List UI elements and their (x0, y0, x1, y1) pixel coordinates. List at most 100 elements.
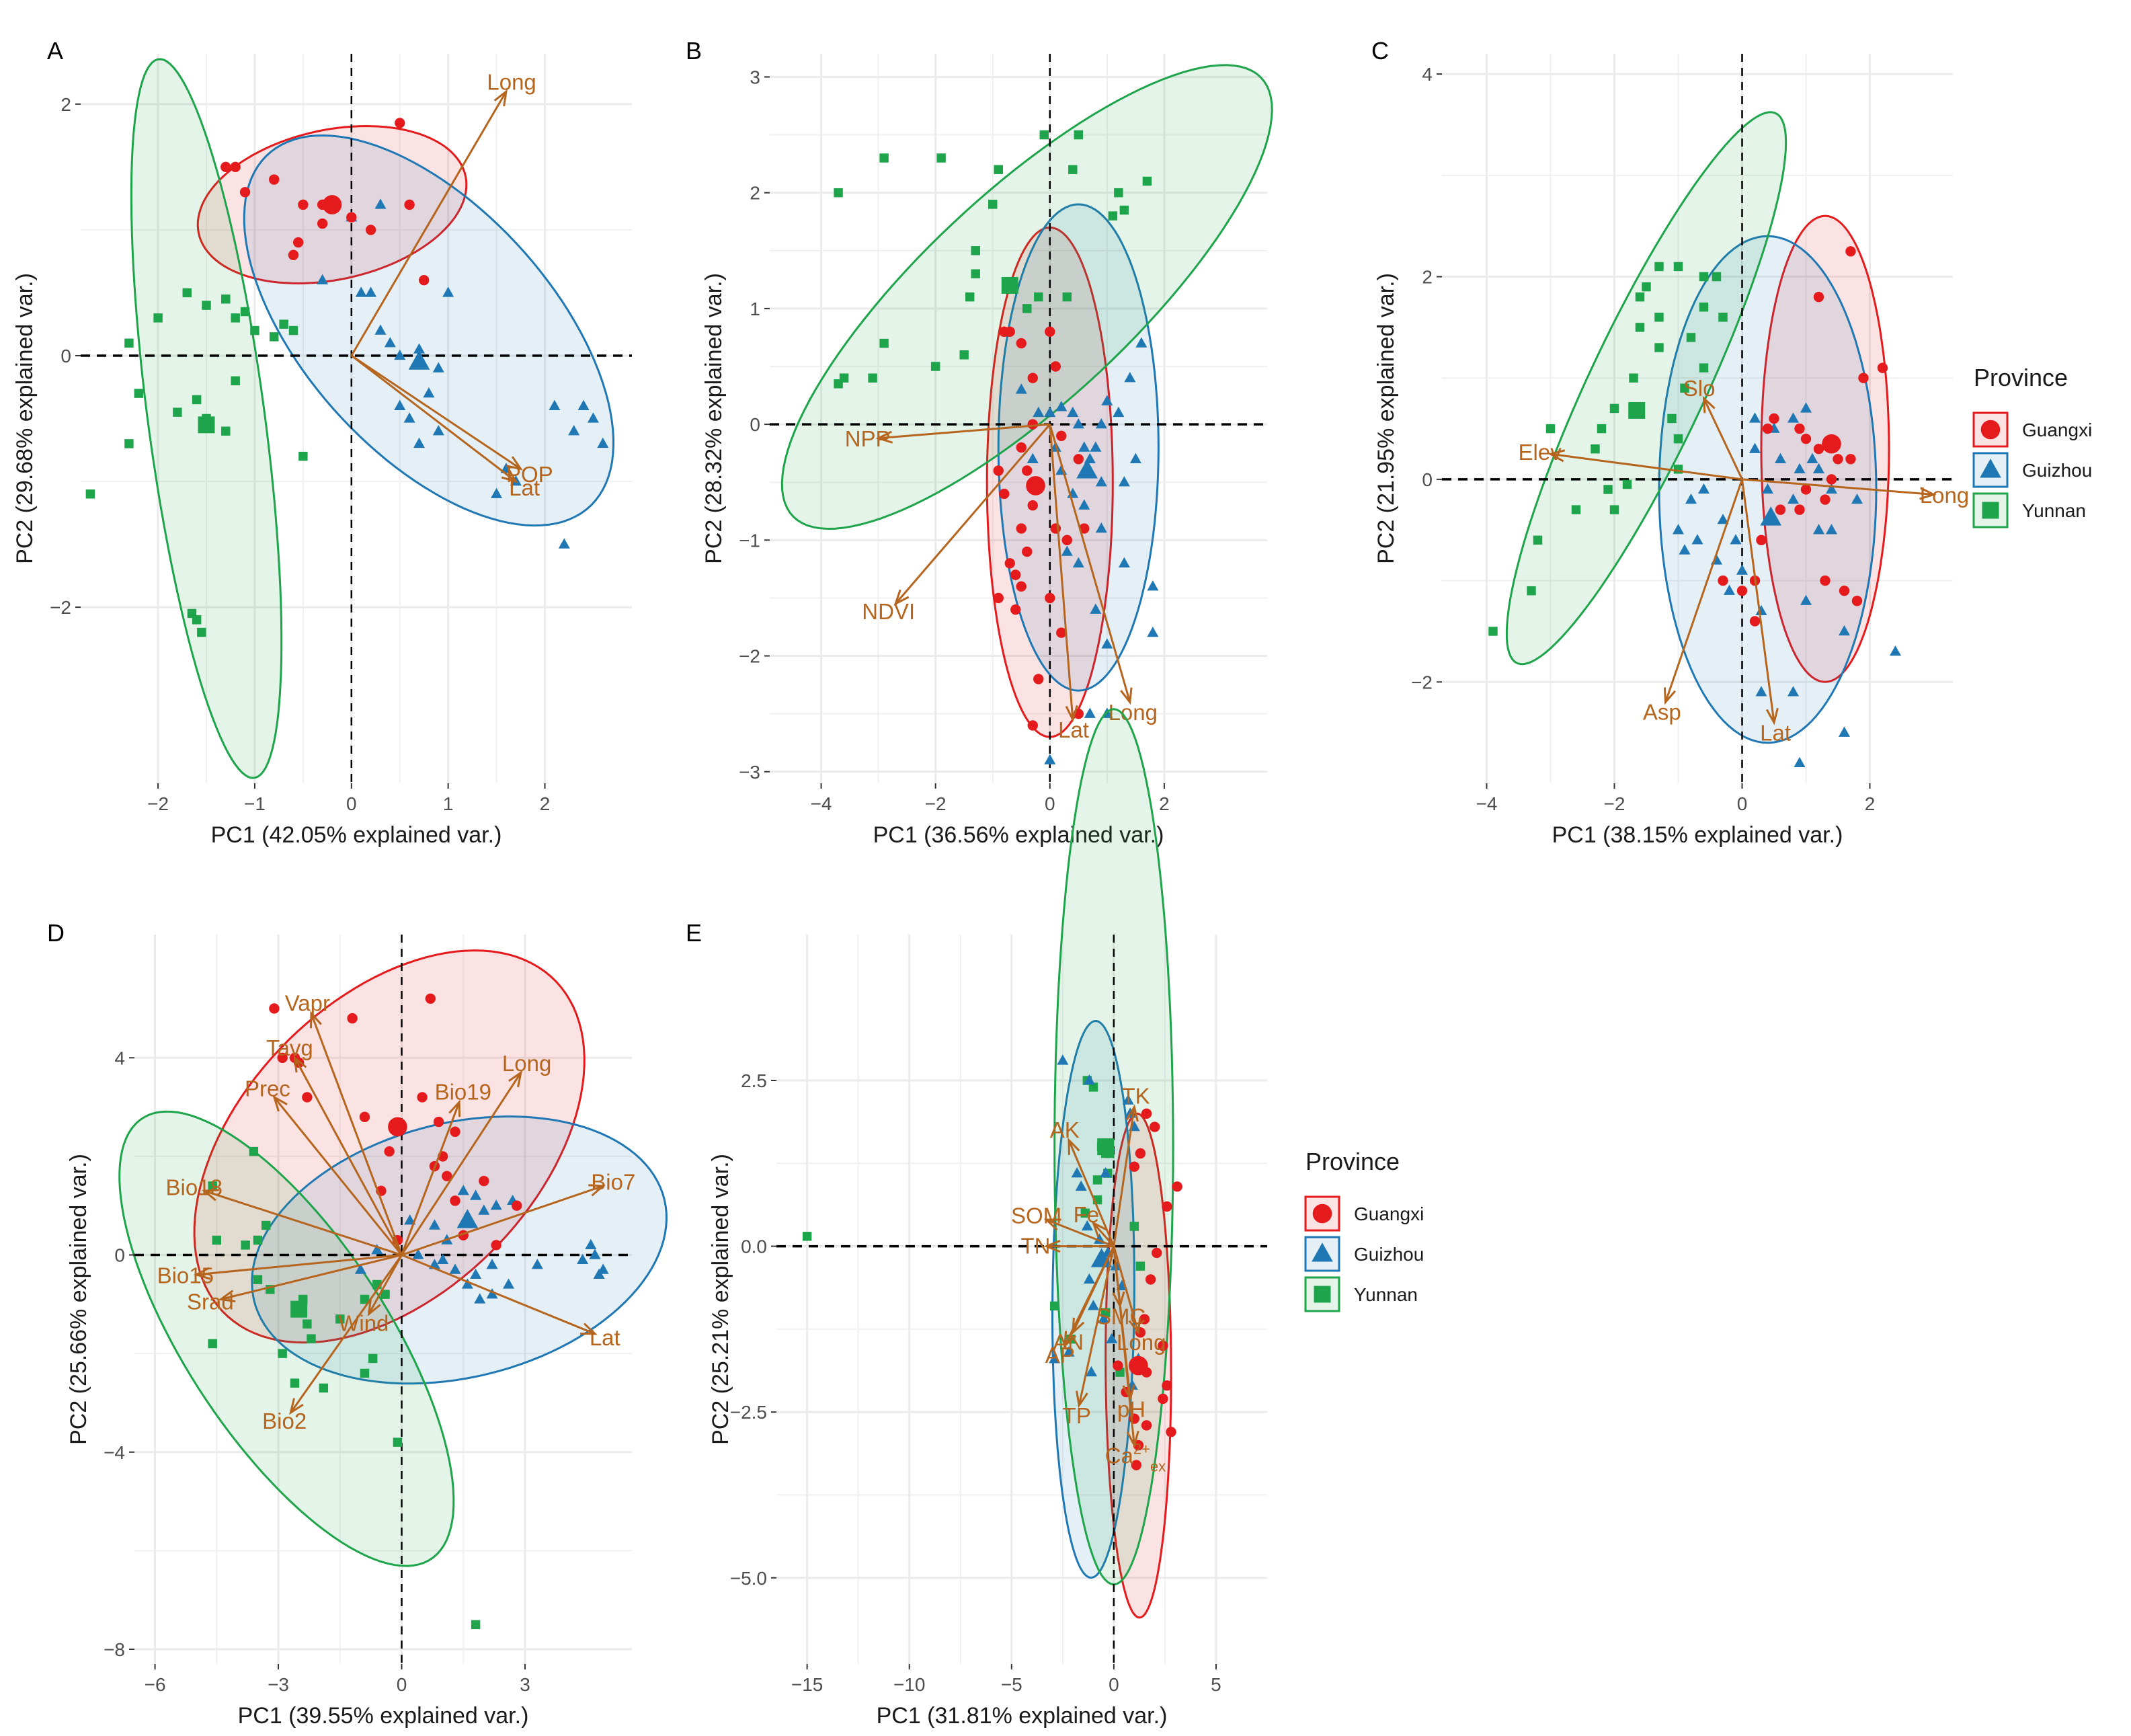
y-tick-label: −1 (739, 530, 760, 551)
vector-arrowhead (448, 1099, 461, 1117)
panel-label: B (686, 37, 702, 65)
point-guizhou (1113, 406, 1125, 418)
point-guizhou (1083, 1074, 1095, 1085)
point-yunnan (1092, 1175, 1102, 1185)
point-guizhou (1081, 1220, 1093, 1231)
point-yunnan (288, 325, 298, 336)
point-guangxi (365, 225, 376, 235)
y-tick-label: −3 (739, 762, 760, 783)
point-guangxi (1045, 326, 1055, 338)
point-yunnan (1135, 1261, 1145, 1271)
point-yunnan (231, 313, 240, 323)
point-guizhou (1083, 1273, 1095, 1284)
point-yunnan (279, 319, 288, 329)
points (1488, 246, 1902, 768)
point-guangxi (1845, 454, 1856, 465)
point-yunnan (1686, 333, 1696, 342)
point-yunnan (360, 1294, 370, 1304)
point-guizhou (597, 437, 609, 448)
point-yunnan (965, 292, 975, 302)
point-yunnan (1673, 465, 1683, 474)
y-tick-label: −2 (50, 597, 71, 618)
point-guizhou (404, 1214, 416, 1225)
point-yunnan (1039, 130, 1049, 140)
vector-arrow (1092, 1222, 1115, 1247)
point-guangxi (298, 199, 309, 210)
vector-label: Asp (1643, 700, 1681, 725)
point-guangxi (239, 187, 251, 198)
point-guangxi (450, 1126, 460, 1137)
point-guangxi (1141, 1420, 1152, 1431)
point-guangxi (277, 1052, 288, 1063)
point-guizhou (577, 1253, 589, 1265)
vector-arrow (310, 1013, 403, 1256)
point-yunnan (221, 294, 231, 304)
point-guangxi (1073, 454, 1084, 465)
point-guizhou (1100, 1167, 1112, 1178)
y-tick-label: 2.5 (741, 1070, 767, 1091)
point-guangxi (1877, 362, 1888, 373)
vector-arrow (350, 354, 517, 483)
point-yunnan (153, 313, 163, 323)
centroid-yunnan (290, 1300, 308, 1318)
point-guizhou (1889, 645, 1902, 656)
vector-arrowhead (1043, 1240, 1061, 1253)
point-yunnan (839, 373, 849, 383)
point-guangxi (1016, 338, 1027, 349)
vector-arrowhead (508, 1070, 523, 1088)
point-guangxi (1158, 1340, 1168, 1351)
vector-label: Bio19 (435, 1079, 491, 1104)
vector-label: NDVI (862, 599, 915, 624)
point-guangxi (347, 1013, 358, 1024)
point-guizhou (1118, 476, 1130, 487)
vector-arrow (1049, 424, 1074, 720)
point-guizhou (470, 1268, 482, 1279)
point-guizhou (568, 425, 580, 436)
vector-arrow (1742, 478, 1934, 496)
point-guizhou (1825, 483, 1838, 494)
vector-arrowhead (1126, 1430, 1139, 1448)
vector-arrowhead (1663, 687, 1676, 705)
vector-arrow (204, 1189, 402, 1256)
point-guangxi (425, 993, 436, 1004)
point-guangxi (1050, 361, 1061, 372)
point-guangxi (1016, 442, 1027, 453)
point-guangxi (1016, 581, 1027, 592)
point-guangxi (1004, 558, 1015, 569)
point-guizhou (1063, 1346, 1075, 1357)
point-guangxi (1800, 433, 1812, 444)
point-yunnan (124, 439, 134, 448)
legend-marker-guizhou (1312, 1242, 1333, 1262)
vector-label: TN (1021, 1234, 1051, 1259)
centroid-yunnan (1628, 401, 1646, 419)
x-tick-label: 2 (1159, 793, 1170, 814)
point-guizhou (577, 399, 590, 410)
point-guizhou (1085, 1366, 1097, 1377)
x-tick-label: −2 (147, 793, 169, 814)
point-yunnan (471, 1620, 481, 1630)
point-guangxi (1016, 523, 1027, 534)
point-guizhou (1090, 603, 1102, 614)
point-guizhou (1055, 401, 1068, 411)
vector-label: Fe (1074, 1202, 1100, 1227)
point-yunnan (1642, 282, 1651, 292)
point-guangxi (1131, 1460, 1142, 1470)
point-yunnan (1718, 313, 1728, 322)
legend-label: Yunnan (1354, 1284, 1418, 1305)
centroid-guangxi (1822, 434, 1841, 454)
point-yunnan (1533, 535, 1543, 545)
x-tick-label: 1 (443, 793, 454, 814)
point-yunnan (802, 1232, 812, 1241)
point-yunnan (1080, 1208, 1090, 1218)
centroid-guizhou (1760, 506, 1782, 526)
y-tick-label: −2 (739, 646, 760, 667)
point-guizhou (354, 1263, 366, 1274)
y-tick-label: 0 (750, 414, 760, 435)
point-guizhou (1672, 524, 1685, 535)
x-axis-title: PC1 (39.55% explained var.) (238, 1703, 529, 1729)
vector-arrow (1741, 479, 1775, 723)
vector-label: Bio15 (157, 1263, 214, 1288)
vector-arrowhead (1043, 1218, 1061, 1231)
vector-arrowhead (193, 1267, 211, 1280)
